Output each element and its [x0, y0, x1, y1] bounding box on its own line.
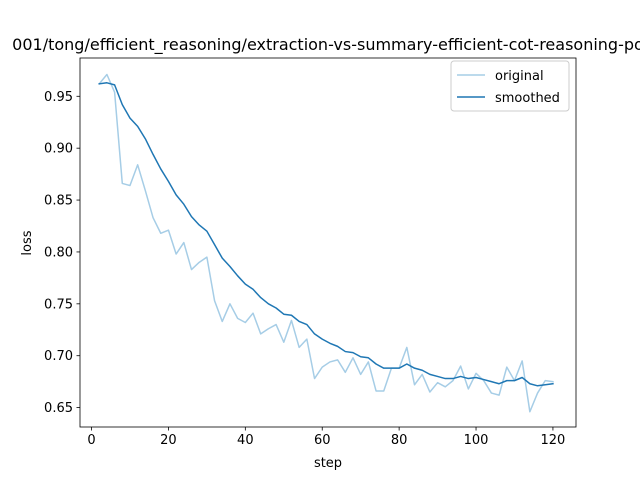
y-axis: 0.65 0.70 0.75 0.80 0.85 0.90 0.95 — [44, 90, 80, 416]
y-tick-label: 0.70 — [44, 349, 73, 364]
x-tick-label: 40 — [237, 433, 254, 448]
axes-frame — [79, 57, 577, 428]
x-tick-label: 0 — [87, 433, 95, 448]
x-tick-label: 60 — [314, 433, 331, 448]
x-tick-label: 80 — [391, 433, 408, 448]
legend-label-smoothed: smoothed — [495, 91, 560, 106]
chart-title: 001/tong/efficient_reasoning/extraction-… — [12, 35, 640, 55]
x-axis: 0 20 40 60 80 100 120 — [87, 427, 565, 448]
x-axis-label: step — [314, 456, 342, 471]
series-line-smoothed — [98, 82, 554, 387]
series-line-original — [98, 73, 554, 413]
legend-label-original: original — [495, 69, 544, 84]
legend-frame — [450, 60, 570, 112]
y-tick-label: 0.80 — [44, 245, 73, 260]
legend: original smoothed — [450, 60, 570, 112]
y-tick-label: 0.65 — [44, 401, 73, 416]
x-tick-label: 20 — [160, 433, 177, 448]
y-tick-label: 0.90 — [44, 142, 73, 157]
y-tick-label: 0.85 — [44, 194, 73, 209]
plot-area — [79, 57, 577, 428]
y-axis-label: loss — [20, 230, 35, 255]
x-tick-label: 100 — [464, 433, 489, 448]
x-tick-label: 120 — [541, 433, 566, 448]
y-tick-label: 0.75 — [44, 297, 73, 312]
y-tick-label: 0.95 — [44, 90, 73, 105]
